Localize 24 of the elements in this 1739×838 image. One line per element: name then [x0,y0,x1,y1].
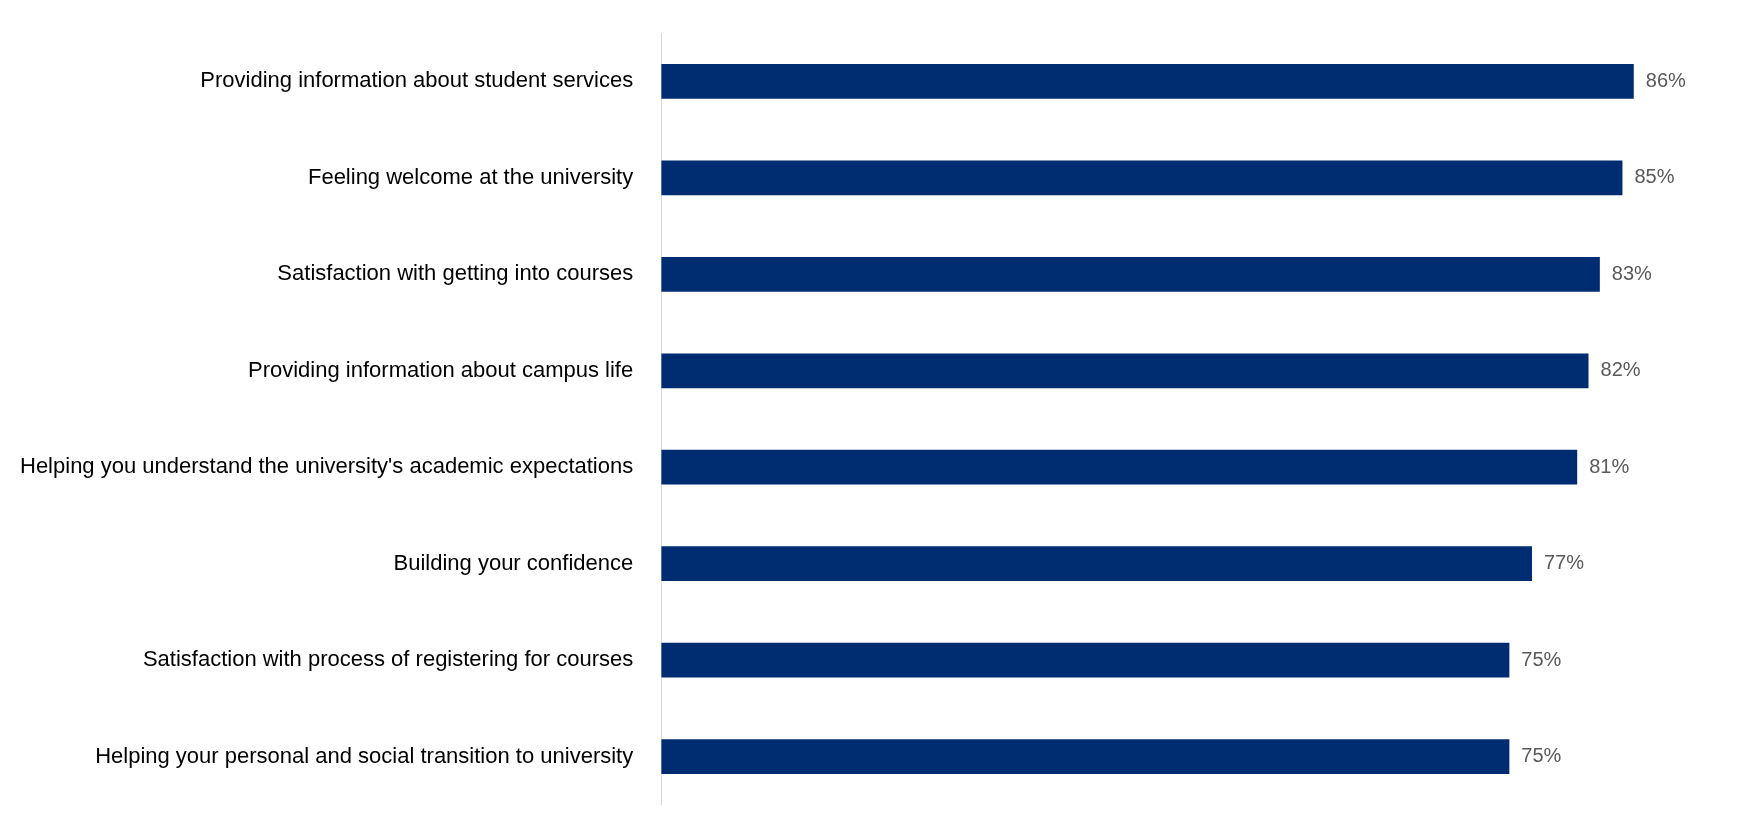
data-label: 82% [1600,358,1641,381]
data-label: 86% [1645,68,1687,91]
y-tick-label: Feeling welcome at the university [307,163,634,189]
bar [661,546,1532,582]
y-tick-label: Helping you understand the university's academic expectations [20,453,634,479]
bar [661,160,1623,196]
data-label: 85% [1634,165,1675,188]
bar [661,739,1510,774]
data-label: 75% [1521,744,1562,767]
data-label: 77% [1543,551,1585,574]
bar [661,353,1589,389]
y-tick-label: Satisfaction with process of registering for courses [142,646,634,672]
bar [661,449,1578,485]
y-tick-label: Providing information about campus life [248,356,634,382]
y-tick-label: Helping your personal and social transition to university [95,742,634,768]
data-label: 81% [1589,454,1630,477]
y-tick-label: Satisfaction with getting into courses [277,260,634,286]
data-label: 83% [1611,261,1653,284]
data-label: 75% [1521,647,1562,670]
bar [661,256,1600,292]
y-tick-label: Providing information about student services [200,67,634,93]
bar [661,64,1634,99]
y-tick-label: Building your confidence [393,549,634,575]
bar [661,642,1510,678]
